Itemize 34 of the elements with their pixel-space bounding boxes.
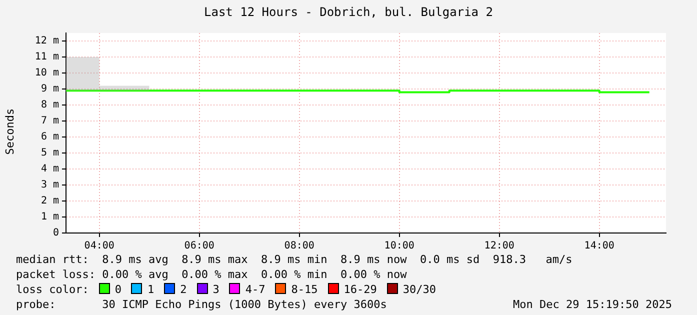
legend-label: 30/30 xyxy=(402,283,436,296)
legend-label: 1 xyxy=(147,283,154,296)
text: packet loss: 0.00 % avg 0.00 % max 0.00 % min 0.00 % now xyxy=(16,267,408,282)
text: probe: 30 ICMP Echo Pings (1000 Bytes) every 3600s xyxy=(16,298,387,311)
legend-title: loss color: xyxy=(16,283,89,296)
text: Mon Dec 29 15:19:50 2025 xyxy=(513,297,672,312)
y-tick-label: 10 m xyxy=(34,68,59,79)
legend-label: 4-7 xyxy=(245,283,266,296)
y-tick-label: 6 m xyxy=(40,132,59,143)
legend-label: 0 xyxy=(114,283,122,296)
legend-label: 2 xyxy=(180,283,187,296)
x-tick-label: 10:00 xyxy=(384,240,414,252)
y-tick-label: 0 xyxy=(52,228,59,239)
legend-label: 16-29 xyxy=(344,283,377,296)
chart-title: Last 12 Hours - Dobrich, bul. Bulgaria 2 xyxy=(203,5,494,19)
x-tick-label: 14:00 xyxy=(584,240,614,252)
legend-label: 8-15 xyxy=(291,283,318,296)
y-tick-label: 9 m xyxy=(40,84,59,95)
y-tick-label: 12 m xyxy=(34,36,59,47)
text: median rtt: 8.9 ms avg 8.9 ms max 8.9 ms min 8.9 ms now 0.0 ms sd 918.3 am/s xyxy=(16,252,574,267)
legend-label: 3 xyxy=(212,283,220,296)
y-tick-label: 1 m xyxy=(40,212,59,223)
y-tick-label: 7 m xyxy=(40,116,59,127)
y-tick-label: 11 m xyxy=(34,52,59,63)
x-tick-label: 12:00 xyxy=(484,240,514,252)
y-tick-label: 3 m xyxy=(40,180,59,191)
y-tick-label: 5 m xyxy=(40,148,59,159)
x-tick-label: 04:00 xyxy=(84,240,114,252)
x-tick-label: 06:00 xyxy=(184,240,214,252)
y-tick-label: 4 m xyxy=(40,164,59,175)
x-tick-label: 08:00 xyxy=(284,240,314,252)
y-tick-label: 2 m xyxy=(40,196,59,207)
y-axis-title: Seconds xyxy=(4,107,16,157)
y-tick-label: 8 m xyxy=(40,100,59,111)
